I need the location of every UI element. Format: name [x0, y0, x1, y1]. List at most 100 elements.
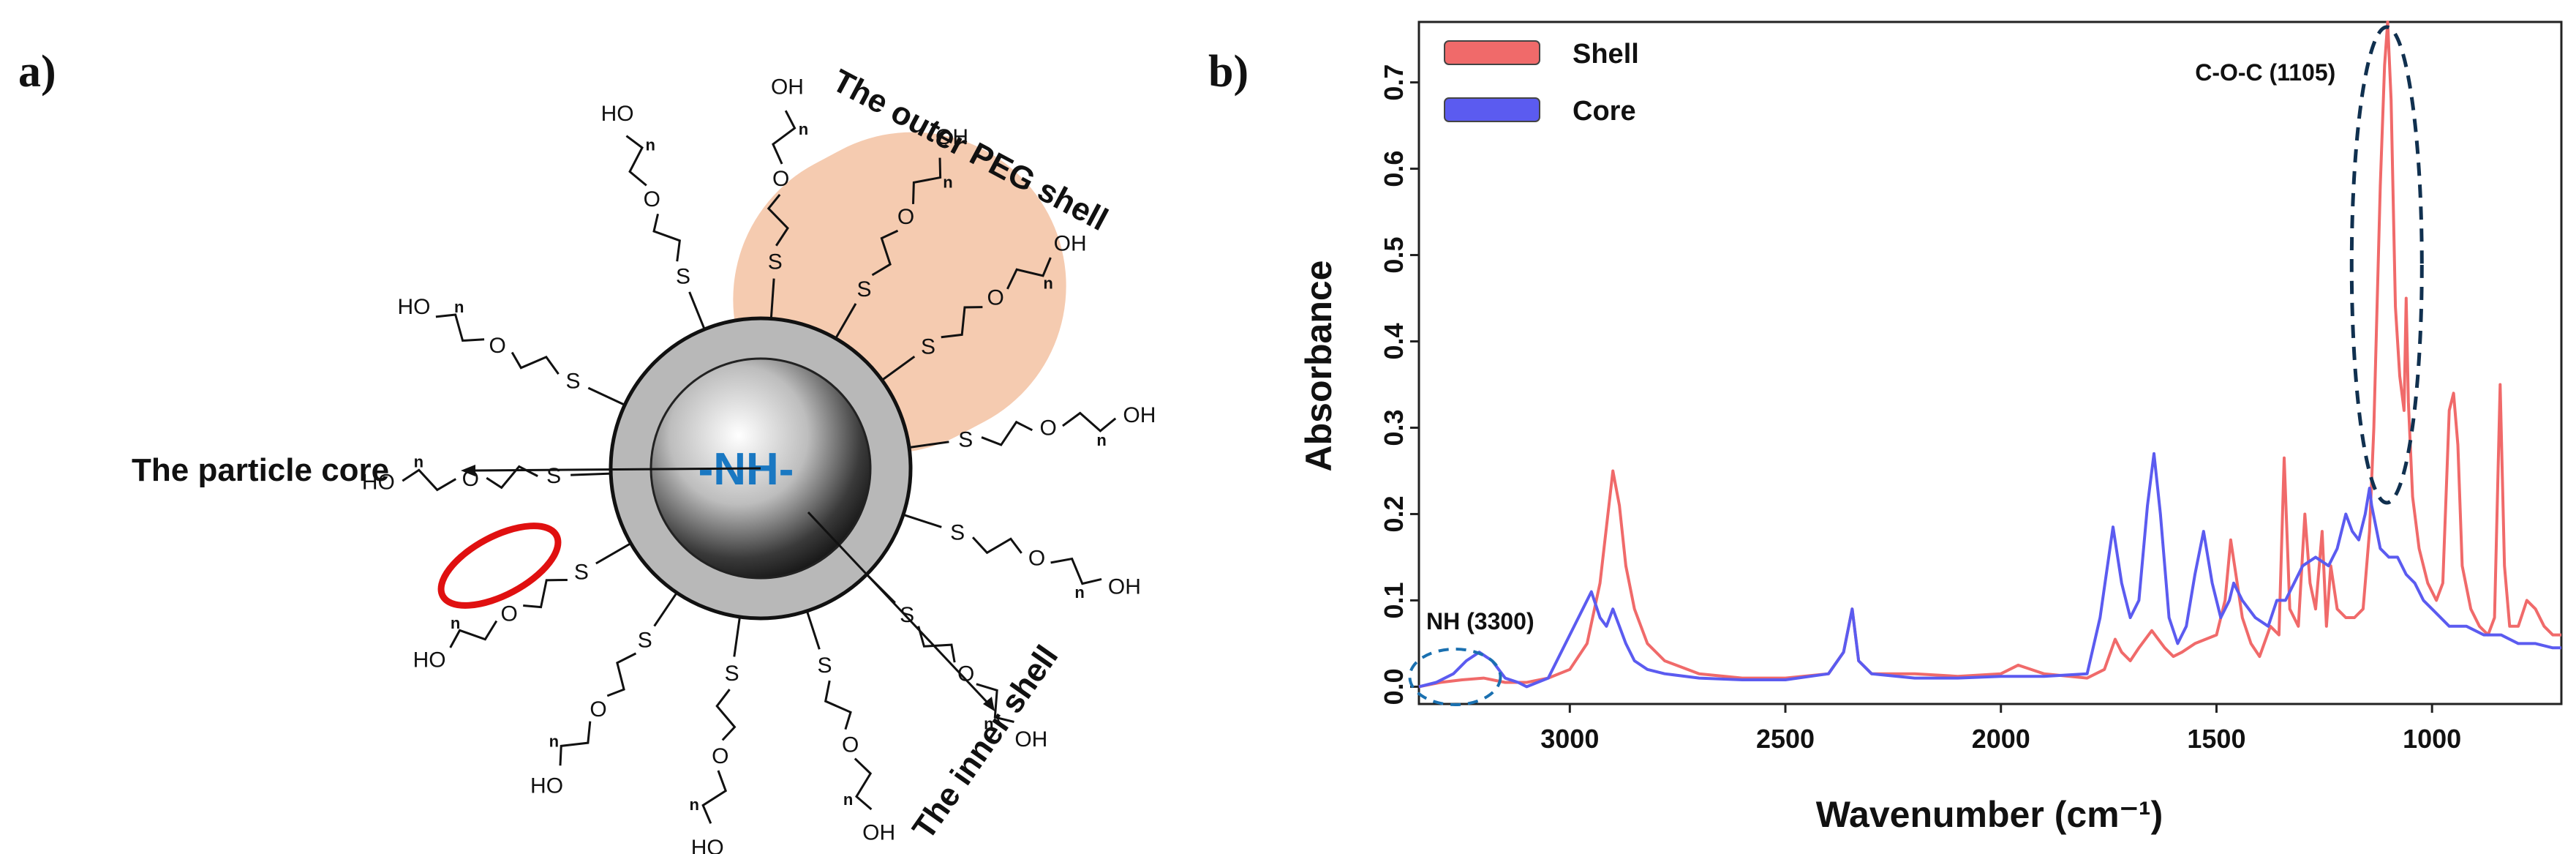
- oxygen-atom: O: [712, 744, 728, 768]
- x-tick-label: 2500: [1756, 724, 1815, 754]
- coc-annotation: C-O-C (1105): [2195, 59, 2335, 86]
- hydroxyl-group: OH: [771, 75, 804, 99]
- sulfur-atom: S: [856, 277, 871, 301]
- repeat-unit-n: n: [549, 733, 559, 751]
- chain-zigzag: [1050, 557, 1102, 585]
- series-line-core: [1418, 452, 2561, 689]
- chain-bond: [903, 513, 942, 528]
- chain-zigzag: [559, 721, 592, 766]
- repeat-unit-n: n: [984, 715, 993, 733]
- hydroxyl-group: OH: [862, 820, 895, 844]
- chain-zigzag: [767, 193, 789, 247]
- chain-bond: [733, 616, 741, 657]
- chain-zigzag: [1006, 257, 1052, 290]
- chain-zigzag: [854, 757, 873, 811]
- hydroxyl-group: OH: [1123, 403, 1156, 427]
- panel-label-b: b): [1208, 47, 1249, 97]
- sulfur-atom: S: [638, 629, 652, 653]
- sulfur-atom: S: [950, 520, 965, 544]
- chain-bond: [587, 386, 625, 406]
- oxygen-atom: O: [1039, 416, 1056, 441]
- chain-bond: [769, 278, 775, 319]
- legend-label-core: Core: [1573, 96, 1636, 127]
- hydroxyl-group: HO: [398, 295, 431, 319]
- chain-bond: [653, 592, 678, 627]
- oxygen-atom: O: [772, 167, 789, 191]
- repeat-unit-n: n: [1043, 274, 1052, 293]
- hydroxyl-group: OH: [1054, 232, 1087, 256]
- chain-zigzag: [941, 306, 983, 339]
- chain-zigzag: [606, 652, 637, 697]
- chain-zigzag: [511, 351, 560, 375]
- y-axis-title: Absorbance: [1298, 261, 1339, 472]
- chain-zigzag: [981, 420, 1033, 446]
- particle-core-label: The particle core: [132, 452, 389, 488]
- y-tick-label: 0.7: [1379, 64, 1409, 101]
- oxygen-atom: O: [501, 602, 518, 626]
- repeat-unit-n: n: [843, 790, 853, 809]
- coc-peak-highlight: [2349, 25, 2424, 505]
- sulfur-atom: S: [566, 369, 581, 393]
- x-axis-title: Wavenumber (cm⁻¹): [1816, 794, 2163, 835]
- particle-core-arrow: [471, 467, 761, 472]
- hydroxyl-group: OH: [1108, 575, 1141, 599]
- repeat-unit-n: n: [943, 173, 952, 192]
- repeat-unit-n: n: [1096, 431, 1106, 449]
- ether-highlight-ring: [437, 522, 562, 609]
- sulfur-atom: S: [817, 653, 832, 678]
- oxygen-atom: O: [987, 286, 1004, 310]
- sulfur-atom: S: [921, 335, 935, 359]
- hydroxyl-group: HO: [530, 774, 563, 798]
- chain-zigzag: [435, 313, 485, 342]
- legend-swatch-shell: [1444, 40, 1540, 65]
- chain-bond: [908, 441, 949, 449]
- chain-bond: [688, 291, 706, 330]
- chain-zigzag: [976, 683, 1014, 723]
- repeat-unit-n: n: [645, 135, 655, 154]
- oxygen-atom: O: [590, 697, 606, 722]
- ftir-chart: 0.0 0.1 0.2 0.3 0.4 0.5 0.6 0.7 3000 2500 2000 150…: [1298, 20, 2563, 835]
- chain-bond: [595, 542, 632, 565]
- inner-shell-arrow: [807, 511, 989, 704]
- y-axis-ticks: 0.0 0.1 0.2 0.3 0.4 0.5 0.6 0.7: [1379, 64, 1419, 705]
- plot-area: [1417, 20, 2563, 705]
- chain-zigzag: [652, 213, 682, 262]
- y-tick-label: 0.4: [1379, 323, 1409, 359]
- chain-bond: [835, 303, 857, 340]
- inner-shell-arrowhead: [983, 697, 995, 711]
- repeat-unit-n: n: [414, 452, 423, 471]
- legend-label-shell: Shell: [1573, 39, 1639, 70]
- repeat-unit-n: n: [799, 120, 808, 138]
- panel-label-a: a): [18, 47, 56, 97]
- hydroxyl-group: OH: [1014, 727, 1047, 752]
- repeat-unit-n: n: [451, 614, 460, 632]
- repeat-unit-n: n: [454, 298, 464, 316]
- chain-zigzag: [871, 229, 899, 277]
- x-tick-label: 1000: [2403, 724, 2461, 754]
- x-tick-label: 3000: [1540, 724, 1599, 754]
- series-line-shell: [1418, 20, 2561, 689]
- chain-zigzag: [486, 465, 538, 490]
- y-tick-label: 0.2: [1379, 495, 1409, 532]
- sulfur-atom: S: [725, 662, 739, 686]
- repeat-unit-n: n: [690, 795, 699, 814]
- hydroxyl-group: HO: [362, 470, 395, 494]
- y-tick-label: 0.5: [1379, 237, 1409, 274]
- legend-swatch-core: [1444, 97, 1540, 122]
- chain-zigzag: [824, 680, 852, 730]
- hydroxyl-group: HO: [413, 648, 446, 673]
- chain-zigzag: [402, 468, 457, 492]
- hydroxyl-group: OH: [935, 125, 968, 149]
- chain-zigzag: [917, 626, 956, 663]
- sulfur-atom: S: [676, 265, 690, 289]
- y-tick-label: 0.0: [1379, 668, 1409, 705]
- oxygen-atom: O: [897, 205, 914, 229]
- chain-zigzag: [523, 579, 568, 609]
- y-tick-label: 0.6: [1379, 151, 1409, 187]
- chain-bond: [881, 355, 916, 381]
- chain-zigzag: [625, 135, 647, 187]
- sulfur-atom: S: [574, 561, 589, 585]
- series-layer: [1418, 20, 2561, 689]
